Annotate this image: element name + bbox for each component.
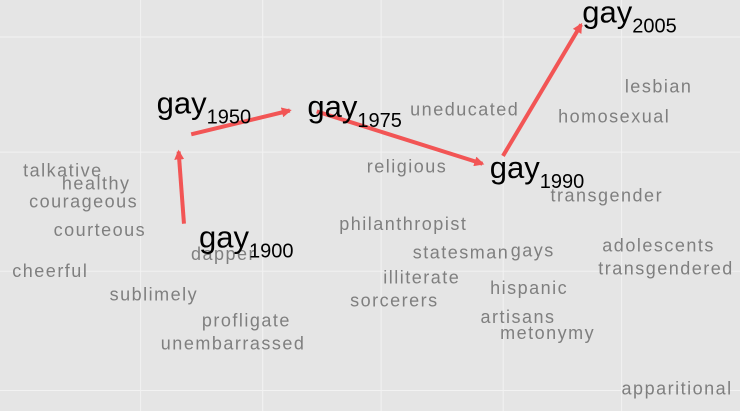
word-label-lesbian: lesbian <box>625 76 693 96</box>
word-label-courteous: courteous <box>54 220 147 240</box>
word-label-statesman: statesman <box>413 242 510 262</box>
word-label-sorcerers: sorcerers <box>350 291 439 311</box>
word-label-profligate: profligate <box>202 310 291 330</box>
anchor-label-gay-1900: gay1900 <box>199 220 293 263</box>
anchor-label-gay-2005: gay2005 <box>582 0 676 38</box>
word-label-dapper: dapper <box>191 244 256 264</box>
word-label-religious: religious <box>367 157 448 177</box>
word-label-apparitional: apparitional <box>622 378 733 398</box>
word-label-talkative: talkative <box>23 160 103 180</box>
word-label-hispanic: hispanic <box>490 278 568 298</box>
word-label-uneducated: uneducated <box>410 100 519 120</box>
word-label-sublimely: sublimely <box>110 285 199 305</box>
anchor-label-gay-1975: gay1975 <box>307 89 401 132</box>
word-label-transgender: transgender <box>551 185 664 205</box>
arrow-1900-1950 <box>174 149 186 224</box>
word-label-gays: gays <box>511 241 555 261</box>
word-label-cheerful: cheerful <box>12 261 88 281</box>
word-label-illiterate: illiterate <box>383 268 460 288</box>
trajectory-arrows <box>174 22 583 224</box>
word-label-homosexual: homosexual <box>558 107 670 127</box>
word-label-healthy: healthy <box>62 174 131 194</box>
arrow-1950-1975 <box>190 107 292 137</box>
word-label-transgendered: transgendered <box>598 259 734 279</box>
word-label-adolescents: adolescents <box>602 235 715 255</box>
anchor-label-gay-1990: gay1990 <box>490 150 584 193</box>
word-label-metonymy: metonymy <box>500 323 595 343</box>
trajectory-labels: gay1900 gay1950 gay1975 gay1990 gay2005 <box>157 0 677 263</box>
arrow-1975-1990 <box>316 109 485 167</box>
word-label-courageous: courageous <box>29 191 138 211</box>
word-label-artisans: artisans <box>480 307 555 327</box>
word-label-philanthropist: philanthropist <box>339 214 467 234</box>
arrow-1990-2005 <box>501 22 583 157</box>
word-label-unembarrassed: unembarrassed <box>161 334 306 354</box>
anchor-label-gay-1950: gay1950 <box>157 86 251 129</box>
